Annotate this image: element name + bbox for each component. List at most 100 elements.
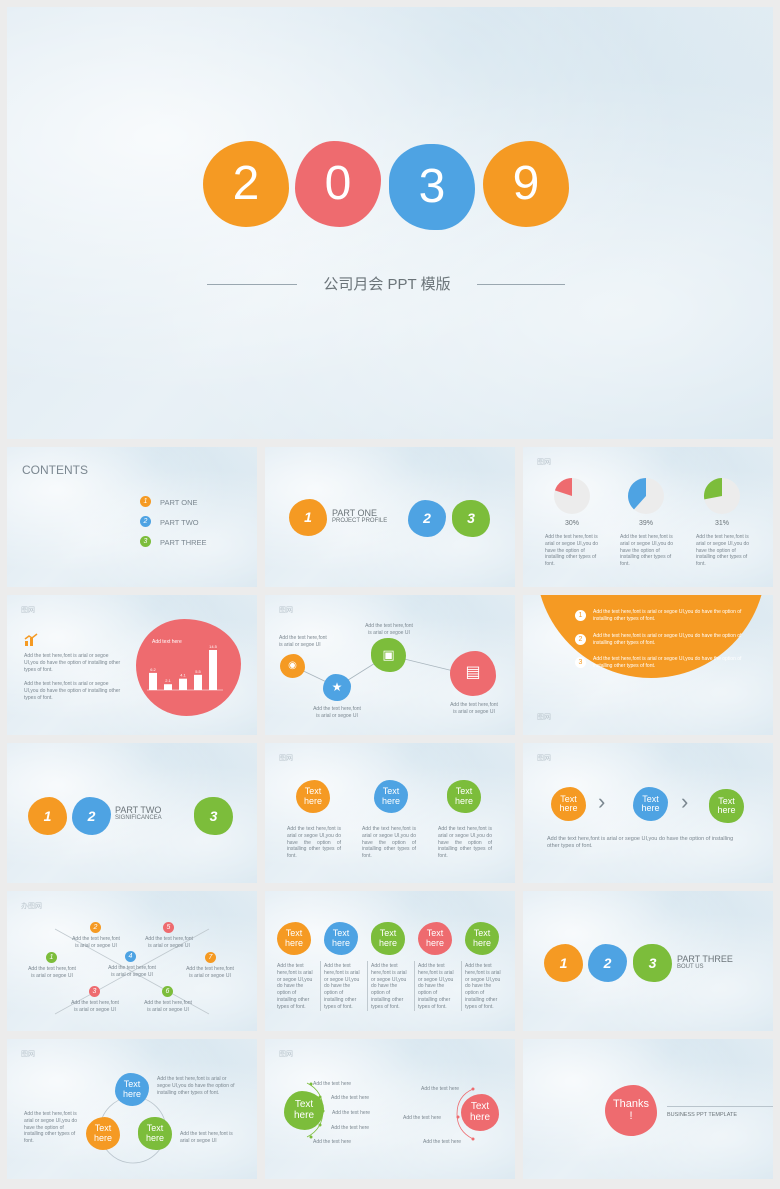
cover-subtitle: 公司月会 PPT 模版 (323, 276, 451, 293)
flow-step-1: Text here (551, 787, 586, 821)
contents-item-1[interactable]: PART ONE (160, 498, 198, 507)
orange-item-dot-1: 1 (575, 610, 586, 621)
five-desc-4: Add the text here,font is arial or segoe… (418, 963, 454, 1010)
part-two-slide[interactable]: 1 2 PART TWO SIGNIFICANCEA 3 (7, 743, 257, 883)
cross-dot-4: 4 (125, 951, 136, 962)
cycle-node-top: Text here (115, 1073, 149, 1106)
network-lines (292, 654, 471, 688)
orange-list-slide[interactable]: 1 Add the text here,font is arial or seg… (523, 595, 773, 735)
contents-item-3[interactable]: PART THREE (160, 538, 207, 547)
camera-node[interactable]: ◉ (280, 654, 305, 678)
part-two-title: PART TWO (115, 805, 162, 815)
subtitle-right-rule (477, 284, 565, 285)
part-three-slide[interactable]: 1 2 3 PART THREE BOUT US (523, 891, 773, 1031)
mini-bar (194, 674, 202, 690)
chevron-right-icon: › (598, 789, 606, 814)
mini-bar (209, 650, 217, 690)
bar-blob-slide[interactable]: 图网 Add the text here,font is arial or se… (7, 595, 257, 735)
slide-tag: 图网 (537, 714, 551, 721)
network-text-1: Add the text here,font is arial or segoe… (279, 635, 327, 648)
part-three-title: PART THREE (677, 954, 733, 964)
five-badge-5: Text here (465, 922, 499, 955)
branch-item: Add the text here (423, 1139, 462, 1145)
pie-chart-3 (703, 477, 740, 514)
network-text-3: Add the text here,font is arial or segoe… (365, 623, 413, 636)
column-desc-1: Add the text here,font is arial or segoe… (287, 826, 341, 859)
cycle-text-left: Add the text here,font is arial or segoe… (24, 1111, 78, 1144)
five-badge-4: Text here (418, 922, 452, 955)
mini-bar-chart: 6.2 2.1 4.1 5.5 14.5 (147, 645, 223, 691)
slide-tag: 图网 (279, 1051, 293, 1058)
orange-item-text-2: Add the text here,font is arial or segoe… (593, 633, 742, 646)
cross-text-3: Add the text here,font is arial or segoe… (71, 1000, 119, 1013)
cross-dot-7: 7 (205, 952, 216, 963)
part-one-number: 1 (289, 499, 327, 536)
subtitle-left-rule (207, 284, 297, 285)
part-three-subtitle: BOUT US (677, 964, 704, 970)
contents-slide[interactable]: CONTENTS 1 PART ONE 2 PART TWO 3 PART TH… (7, 447, 257, 587)
pie-chart-1 (554, 478, 590, 514)
network-slide[interactable]: 图网 ◉ ★ ▣ ▤ Add the text here,font is ari… (265, 595, 515, 735)
cycle-text-bottom-right: Add the text here,font is arial or segoe… (180, 1131, 233, 1144)
pie-slide[interactable]: 图网 30% Add the text here,font is arial o… (523, 447, 773, 587)
network-text-4: Add the text here,font is arial or segoe… (450, 702, 498, 715)
bar-blob-label: Add text here (152, 639, 182, 645)
contents-dot-1: 1 (140, 496, 151, 507)
branch-item: Add the text here (332, 1110, 371, 1116)
chevron-right-icon: › (681, 789, 689, 814)
orange-item-dot-3: 3 (575, 657, 586, 668)
mini-bar (149, 672, 157, 690)
thanks-rule (667, 1106, 773, 1107)
contents-item-2[interactable]: PART TWO (160, 518, 199, 527)
arrow-flow-slide[interactable]: 图网 Text here › Text here › Text here Add… (523, 743, 773, 883)
orange-item-text-1: Add the text here,font is arial or segoe… (593, 609, 742, 622)
part-one-slide[interactable]: 1 PART ONE PROJECT PROFILE 2 3 (265, 447, 515, 587)
cross-dot-6: 6 (162, 986, 173, 997)
cross-dot-5: 5 (163, 922, 174, 933)
five-columns-slide[interactable]: Text here Add the text here,font is aria… (265, 891, 515, 1031)
calendar-node[interactable]: ▤ (450, 651, 496, 696)
cover-slide[interactable]: 2 0 3 9 公司月会 PPT 模版 (7, 7, 773, 439)
thanks-subtitle: BUSINESS PPT TEMPLATE (667, 1112, 737, 1118)
column-divider (461, 961, 462, 1011)
cross-text-6: Add the text here,font is arial or segoe… (144, 1000, 192, 1013)
star-node[interactable]: ★ (323, 674, 351, 701)
pie-desc-1: Add the text here,font is arial or segoe… (545, 534, 599, 567)
five-desc-1: Add the text here,font is arial or segoe… (277, 963, 313, 1010)
section-number-2: 2 (588, 944, 627, 982)
cycle-slide[interactable]: 图网 Text here Text here Text here Add the… (7, 1039, 257, 1179)
column-badge-1: Text here (296, 780, 330, 813)
five-desc-3: Add the text here,font is arial or segoe… (371, 963, 407, 1010)
cross-dot-3: 3 (89, 986, 100, 997)
mini-bar (164, 684, 172, 690)
year-digit-2: 0 (295, 141, 381, 227)
branches-slide[interactable]: 图网 Text here Text here Add the text here… (265, 1039, 515, 1179)
three-columns-slide[interactable]: 图网 Text here Add the text here,font is a… (265, 743, 515, 883)
slide-tag: 图网 (279, 755, 293, 762)
five-desc-2: Add the text here,font is arial or segoe… (324, 963, 360, 1010)
bar-desc-1: Add the text here,font is arial or segoe… (24, 653, 121, 673)
flow-step-2: Text here (633, 787, 668, 821)
pie-desc-3: Add the text here,font is arial or segoe… (696, 534, 750, 567)
pie-value-2: 39% (638, 520, 653, 527)
folder-node[interactable]: ▣ (371, 638, 406, 672)
five-badge-2: Text here (324, 922, 358, 955)
five-desc-5: Add the text here,font is arial or segoe… (465, 963, 501, 1010)
thanks-slide[interactable]: Thanks ! BUSINESS PPT TEMPLATE (523, 1039, 773, 1179)
orange-item-text-3: Add the text here,font is arial or segoe… (593, 656, 742, 669)
part-three-number: 3 (452, 500, 490, 537)
branch-item: Add the text here (313, 1081, 352, 1087)
pie-value-3: 31% (714, 520, 729, 527)
section-number-3: 3 (633, 944, 672, 982)
part-two-number: 2 (408, 500, 446, 537)
slide-tag: 图网 (279, 607, 293, 614)
mini-bar-label: 4.1 (180, 673, 186, 678)
cross-text-1: Add the text here,font is arial or segoe… (28, 966, 76, 979)
column-divider (414, 961, 415, 1011)
column-divider (367, 961, 368, 1011)
cross-diagram-slide[interactable]: 办图网 2 Add the text here,font is arial or… (7, 891, 257, 1031)
contents-dot-2: 2 (140, 516, 151, 527)
mini-bar-label: 14.5 (209, 645, 218, 649)
pie-value-1: 30% (564, 520, 579, 527)
mini-bar-label: 6.2 (150, 667, 156, 672)
